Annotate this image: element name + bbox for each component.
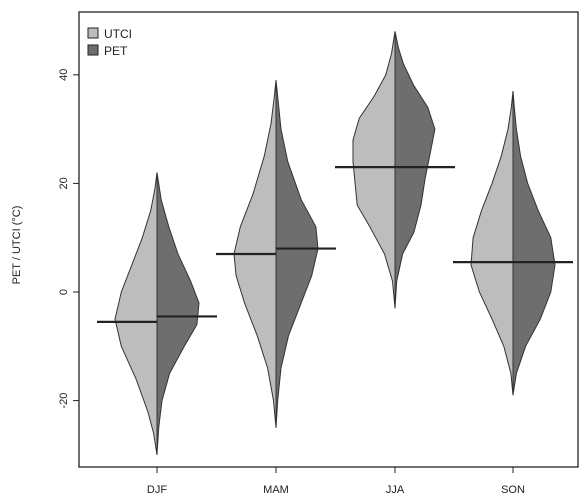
y-tick-label-0: 0 bbox=[58, 289, 70, 295]
violin-pet-mam bbox=[275, 80, 319, 428]
violin-pet-djf bbox=[156, 172, 200, 455]
violin-pet-jja bbox=[394, 31, 436, 309]
violin-utci-djf bbox=[114, 172, 158, 455]
y-axis: -20 0 20 40 bbox=[58, 69, 79, 409]
x-axis: DJF MAM JJA SON bbox=[147, 467, 525, 496]
legend-label-pet: PET bbox=[104, 44, 128, 58]
x-tick-label-jja: JJA bbox=[386, 484, 405, 496]
x-tick-label-son: SON bbox=[501, 484, 525, 496]
legend-swatch-utci bbox=[87, 27, 99, 39]
violin-utci-jja bbox=[352, 31, 396, 309]
violin-pet-son bbox=[512, 91, 556, 396]
y-tick-label--20: -20 bbox=[58, 393, 70, 409]
legend-swatch-pet bbox=[87, 44, 99, 56]
medians-layer bbox=[97, 166, 573, 323]
x-tick-label-djf: DJF bbox=[147, 484, 167, 496]
y-tick-label-20: 20 bbox=[58, 177, 70, 189]
legend: UTCI PET bbox=[87, 27, 132, 58]
y-axis-title: PET / UTCI (°C) bbox=[11, 206, 23, 285]
y-tick-label-40: 40 bbox=[58, 69, 70, 81]
legend-label-utci: UTCI bbox=[104, 27, 132, 41]
violin-utci-son bbox=[470, 91, 514, 396]
x-tick-label-mam: MAM bbox=[263, 484, 289, 496]
plot-frame bbox=[78, 11, 579, 468]
